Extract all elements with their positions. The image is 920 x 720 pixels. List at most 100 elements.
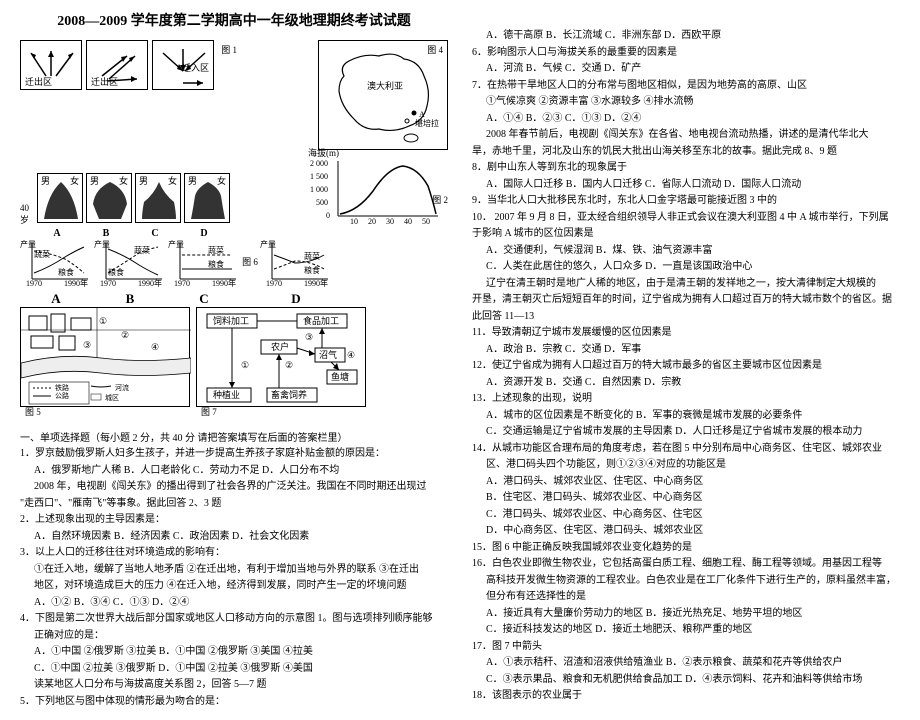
- svg-text:产量: 产量: [94, 239, 110, 249]
- q2-opts: A．自然环境因素 B．经济因素 C．政治因素 D．社会文化因素: [20, 529, 448, 545]
- svg-text:畜禽饲养: 畜禽饲养: [271, 389, 307, 400]
- label-f2: 图 2: [432, 193, 448, 206]
- note1a: 2008 年，电视剧《闯关东》的播出得到了社会各界的广泛关注。我国在不同时期还出…: [20, 479, 448, 495]
- q6: 6．影响图示人口与海拔关系的最重要的因素是: [472, 45, 900, 61]
- pL-D: D: [181, 228, 227, 239]
- svg-text:①: ①: [99, 316, 107, 326]
- svg-text:蔬菜: 蔬菜: [134, 245, 150, 255]
- svg-text:②: ②: [285, 360, 293, 370]
- q10b: 于影响 A 城市的区位因素是: [472, 226, 900, 242]
- fig4-australia: A 澳大利亚 堪培拉 图 4: [318, 40, 448, 150]
- fig3-B: 男 女: [86, 173, 132, 223]
- figure-row-2: 40岁 男 女 男 女 男 女 图 3: [20, 156, 448, 226]
- q11: 11．导致清朝辽宁城市发展缓慢的区位因素是: [472, 325, 900, 341]
- figure-row-1: 迁出区 迁出区: [20, 40, 448, 150]
- svg-text:产量: 产量: [260, 239, 276, 249]
- note4c: 此回答 11—13: [472, 309, 900, 325]
- q13b: C．交通运输是辽宁省城市发展的主导因素 D．人口迁移是辽宁省城市发展的根本动力: [472, 424, 900, 440]
- q17o1: A．①表示秸秆、沼渣和沼液供给殖渔业 B．②表示粮食、蔬菜和花卉等供给农户: [472, 655, 900, 671]
- q16b: 高科技开发微生物资源的工程农业。白色农业是在工厂化条件下进行生产的，原料虽然丰富…: [472, 573, 900, 589]
- label-aus: 澳大利亚: [367, 79, 403, 92]
- svg-text:1990年: 1990年: [212, 278, 236, 287]
- svg-text:铁路: 铁路: [55, 383, 69, 392]
- svg-text:1970: 1970: [26, 279, 42, 287]
- q14o4: D．中心商务区、住宅区、港口码头、城郊农业区: [472, 523, 900, 539]
- q5: 5．下列地区与图中体现的情形最为吻合的是：: [20, 694, 448, 710]
- pL-B: B: [83, 228, 129, 239]
- svg-text:城区: 城区: [105, 394, 119, 402]
- svg-text:③: ③: [83, 340, 91, 350]
- svg-text:50: 50: [422, 217, 430, 226]
- q17: 17．图 7 中箭头: [472, 639, 900, 655]
- svg-text:20: 20: [368, 217, 376, 226]
- q17o2: C．③表示果品、粮食和无机肥供给食品加工 D．④表示饲料、花卉和油料等供给市场: [472, 672, 900, 688]
- q12-opts: A．资源开发 B．交通 C．自然因素 D．宗教: [472, 375, 900, 391]
- svg-text:河流: 河流: [115, 383, 129, 392]
- l-m4: 男: [188, 174, 197, 187]
- label-f4: 图 4: [427, 43, 443, 56]
- q3: 3．以上人口的迁移往往对环境造成的影响有：: [20, 545, 448, 561]
- q14o1: A．港口码头、城郊农业区、住宅区、中心商务区: [472, 474, 900, 490]
- note4b: 开垦，清王朝灭亡后短短百年的时间，辽宁省成为拥有人口超过百万的特大城市数个的省区…: [472, 292, 900, 308]
- svg-text:产量: 产量: [20, 239, 36, 249]
- svg-text:公路: 公路: [55, 391, 69, 400]
- svg-text:蔬菜: 蔬菜: [304, 251, 320, 261]
- q15: 15．图 6 中能正确反映我国城郊农业变化趋势的是: [472, 540, 900, 556]
- fig6-B: 产量 蔬菜 粮食 19701990年: [94, 239, 166, 287]
- svg-text:农户: 农户: [271, 341, 289, 352]
- svg-text:产量: 产量: [168, 239, 184, 249]
- svg-text:2 000: 2 000: [310, 159, 328, 168]
- q16: 16．白色农业即微生物农业，它包括高蛋白质工程、细胞工程、酶工程等领域。用基因工…: [472, 556, 900, 572]
- svg-text:10: 10: [350, 217, 358, 226]
- fig3-letters: A B C D: [34, 228, 448, 239]
- svg-text:沼气: 沼气: [319, 349, 337, 360]
- q2: 2．上述现象出现的主导因素是：: [20, 512, 448, 528]
- fig6-A: 产量 粮食 蔬菜 19701990年: [20, 239, 92, 287]
- svg-text:500: 500: [316, 198, 328, 207]
- f6L-B: B: [94, 291, 166, 307]
- q1: 1．罗京鼓励俄罗斯人妇多生孩子，并进一步提高生养孩子家庭补贴金额的原因是：: [20, 446, 448, 462]
- q4b: 正确对应的是：: [20, 628, 448, 644]
- svg-text:蔬菜: 蔬菜: [208, 245, 224, 255]
- fig1-panel-3: 迁入区 图 1: [152, 40, 214, 90]
- svg-text:种植业: 种植业: [213, 389, 240, 400]
- svg-text:粮食: 粮食: [108, 267, 124, 277]
- svg-text:粮食: 粮食: [304, 265, 320, 275]
- q6-opts: A．河流 B．气候 C．交通 D．矿产: [472, 61, 900, 77]
- label-f1: 图 1: [221, 43, 237, 56]
- note2: 读某地区人口分布与海拔高度关系图 2，回答 5—7 题: [20, 677, 448, 693]
- l-f3: 女: [168, 174, 177, 187]
- l-f1: 女: [70, 174, 79, 187]
- right-column: A．德干高原 B．长江流域 C．非洲东部 D．西欧平原 6．影响图示人口与海拔关…: [472, 10, 900, 710]
- q13a: A．城市的区位因素是不断变化的 B．军事的衰微是城市发展的必要条件: [472, 408, 900, 424]
- fig3-A: 男 女: [37, 173, 83, 223]
- note3a: 2008 年春节前后，电视剧《闯关东》在各省、地电视台流动热播，讲述的是清代华北…: [472, 127, 900, 143]
- f6L-D: D: [260, 291, 332, 307]
- q5-opts: A．德干高原 B．长江流域 C．非洲东部 D．西欧平原: [472, 28, 900, 44]
- q9: 9．当华北人口大批移民东北时，东北人口金字塔最可能接近图 3 中的: [472, 193, 900, 209]
- q4: 4．下图是第二次世界大战后部分国家或地区人口移动方向的示意图 1。图与选项排列顺…: [20, 611, 448, 627]
- q14o3: C．港口码头、城郊农业区、中心商务区、住宅区: [472, 507, 900, 523]
- label-f7: 图 7: [201, 405, 217, 418]
- q16o2: C．接近科技发达的地区 D．接近土地肥沃、粮称严重的地区: [472, 622, 900, 638]
- figure-row-4: ① ② ③ ④ 铁路 公路 河流 城区 图 5: [20, 307, 448, 407]
- q13: 13．上述现象的出现，说明: [472, 391, 900, 407]
- fig3-C: 男 女 图 3: [135, 173, 181, 223]
- fig7-flow: 饲料加工 食品加工 农户 沼气 鱼塘 种植业 畜禽饲养 ① ② ③: [196, 307, 366, 407]
- svg-text:1970: 1970: [266, 279, 282, 287]
- q10: 10． 2007 年 9 月 8 日，亚太经合组织领导人非正式会议在澳大利亚图 …: [472, 210, 900, 226]
- f6L-A: A: [20, 291, 92, 307]
- svg-text:蔬菜: 蔬菜: [34, 249, 50, 259]
- q8-opts: A．国际人口迁移 B．国内人口迁移 C．省际人口流动 D．国际人口流动: [472, 177, 900, 193]
- q14o2: B．住宅区、港口码头、城郊农业区、中心商务区: [472, 490, 900, 506]
- svg-text:食品加工: 食品加工: [303, 315, 339, 326]
- svg-text:鱼塘: 鱼塘: [331, 371, 349, 382]
- q4o1: A．①中国 ②俄罗斯 ③拉美 B．①中国 ②俄罗斯 ③美国 ④拉美: [20, 644, 448, 660]
- svg-text:1 000: 1 000: [310, 185, 328, 194]
- l-f2: 女: [119, 174, 128, 187]
- fig2-altitude: 海拔(m) 2 000 1 500 1 000 500 0 10 20 30 4…: [308, 156, 448, 226]
- l-m1: 男: [41, 174, 50, 187]
- svg-text:③: ③: [305, 332, 313, 342]
- q14b: 区、港口码头四个功能区，则①②③④对应的功能区是: [472, 457, 900, 473]
- svg-text:①: ①: [241, 360, 249, 370]
